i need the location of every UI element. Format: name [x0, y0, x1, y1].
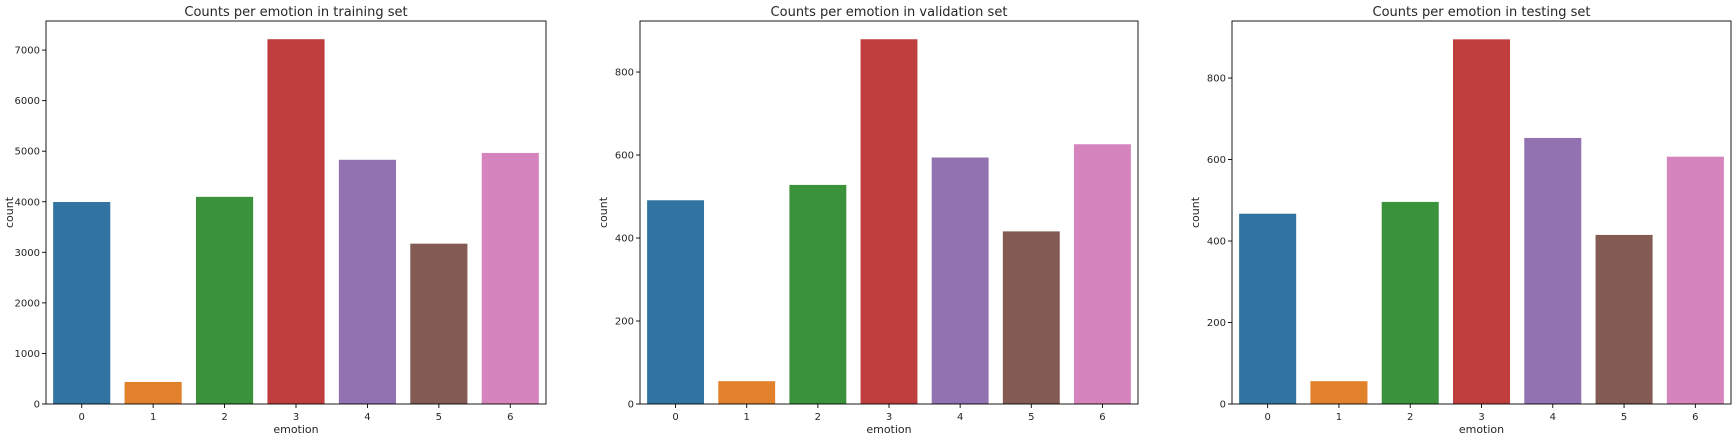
- x-tick-label: 1: [744, 412, 750, 423]
- y-tick-label: 600: [1207, 155, 1226, 166]
- y-tick-label: 2000: [15, 298, 40, 309]
- x-tick-label: 1: [1336, 412, 1342, 423]
- x-tick-label: 5: [436, 412, 442, 423]
- chart-title: Counts per emotion in validation set: [771, 5, 1008, 20]
- x-tick-label: 3: [293, 412, 299, 423]
- x-axis-label: emotion: [273, 423, 318, 436]
- y-tick-label: 1000: [15, 349, 40, 360]
- y-tick-label: 800: [615, 68, 634, 79]
- x-tick-label: 5: [1028, 412, 1034, 423]
- bar-emotion-4: [338, 159, 396, 404]
- bar-emotion-1: [124, 381, 182, 404]
- y-tick-label: 0: [34, 400, 40, 411]
- chart-title: Counts per emotion in testing set: [1373, 5, 1591, 20]
- bar-emotion-2: [196, 196, 254, 404]
- y-tick-label: 4000: [15, 197, 40, 208]
- y-tick-label: 6000: [15, 96, 40, 107]
- x-tick-label: 0: [1264, 412, 1270, 423]
- x-tick-label: 5: [1621, 412, 1627, 423]
- y-tick-label: 3000: [15, 248, 40, 259]
- bar-emotion-3: [860, 39, 918, 404]
- bar-emotion-2: [789, 184, 847, 404]
- x-tick-label: 4: [1550, 412, 1556, 423]
- y-tick-label: 0: [628, 400, 634, 411]
- bar-emotion-4: [931, 157, 989, 404]
- x-axis-label: emotion: [866, 423, 911, 436]
- x-axis-label: emotion: [1459, 423, 1504, 436]
- bar-emotion-6: [481, 152, 539, 404]
- y-tick-label: 7000: [15, 46, 40, 57]
- bar-emotion-1: [718, 381, 776, 404]
- x-tick-label: 6: [507, 412, 513, 423]
- bar-emotion-0: [1239, 213, 1297, 404]
- x-tick-label: 3: [1478, 412, 1484, 423]
- chart-title: Counts per emotion in training set: [184, 5, 407, 20]
- bar-emotion-0: [53, 202, 111, 404]
- x-tick-label: 3: [886, 412, 892, 423]
- bar-emotion-2: [1381, 201, 1439, 404]
- x-tick-label: 2: [815, 412, 821, 423]
- x-tick-label: 1: [150, 412, 156, 423]
- y-tick-label: 5000: [15, 147, 40, 158]
- bar-emotion-5: [410, 243, 468, 404]
- y-axis-label: count: [3, 196, 16, 228]
- y-tick-label: 400: [1207, 237, 1226, 248]
- chart-panel-2: 0 1 2 3 4 5 6 0 200 400 600 800 Counts per emotion i…: [597, 5, 1139, 436]
- x-tick-label: 6: [1692, 412, 1698, 423]
- bar-emotion-6: [1073, 144, 1131, 405]
- y-tick-label: 0: [1220, 400, 1226, 411]
- bar-emotion-5: [1595, 234, 1653, 404]
- bar-emotion-0: [647, 200, 705, 404]
- bar-emotion-5: [1002, 231, 1060, 404]
- x-tick-label: 2: [1407, 412, 1413, 423]
- y-axis-label: count: [1189, 196, 1202, 228]
- x-tick-label: 4: [364, 412, 370, 423]
- x-tick-label: 0: [79, 412, 85, 423]
- y-axis-label: count: [597, 196, 610, 228]
- y-tick-label: 600: [615, 151, 634, 162]
- bar-emotion-1: [1310, 381, 1368, 404]
- x-tick-label: 6: [1099, 412, 1105, 423]
- bar-emotion-6: [1666, 156, 1724, 404]
- x-tick-label: 4: [957, 412, 963, 423]
- y-tick-label: 400: [615, 234, 634, 245]
- bar-emotion-3: [267, 39, 325, 404]
- chart-panel-3: 0 1 2 3 4 5 6 0 200 400 600 800 Counts per emotion i…: [1189, 5, 1732, 436]
- x-tick-label: 0: [672, 412, 678, 423]
- bar-emotion-3: [1452, 39, 1511, 405]
- y-tick-label: 200: [615, 317, 634, 328]
- chart-panel-1: 0 1 2 3 4 5 6 0 1000 2000 3000 4000 5000 6000 7000 Coun…: [3, 5, 547, 436]
- y-tick-label: 800: [1207, 74, 1226, 85]
- bar-emotion-4: [1524, 137, 1582, 404]
- y-tick-label: 200: [1207, 318, 1226, 329]
- x-tick-label: 2: [221, 412, 227, 423]
